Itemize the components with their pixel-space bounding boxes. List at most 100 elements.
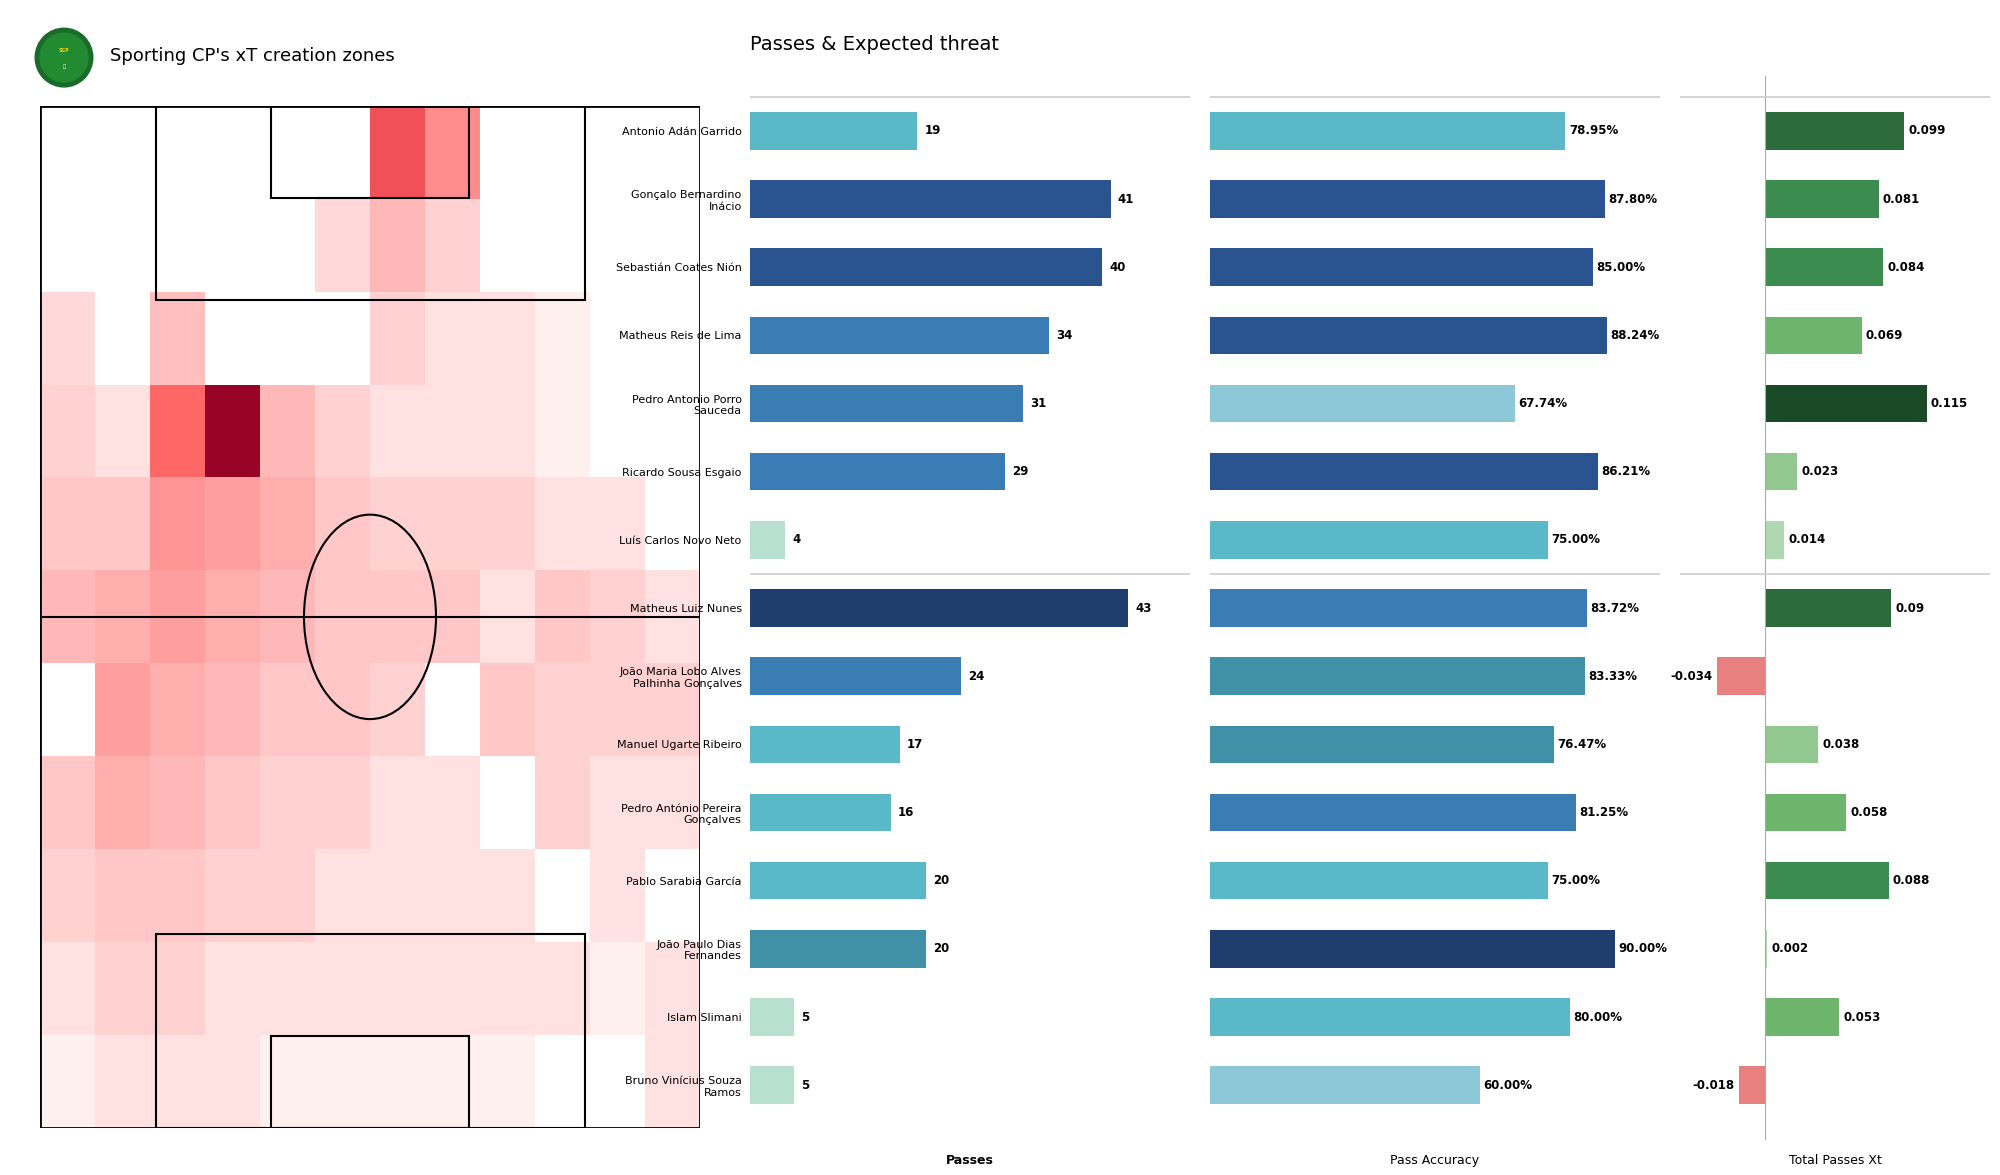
Text: 0.058: 0.058 bbox=[1850, 806, 1888, 819]
Bar bbox=[150, 570, 206, 664]
Bar bbox=[1210, 726, 1554, 763]
Bar bbox=[536, 664, 590, 757]
Bar bbox=[1764, 794, 1846, 831]
Bar bbox=[590, 664, 644, 757]
Text: 0.069: 0.069 bbox=[1866, 329, 1904, 342]
Bar bbox=[150, 850, 206, 942]
Bar bbox=[750, 999, 794, 1036]
Bar bbox=[424, 477, 480, 570]
Bar bbox=[1764, 385, 1926, 422]
Bar bbox=[150, 664, 206, 757]
Bar bbox=[424, 106, 480, 199]
Bar bbox=[536, 477, 590, 570]
Bar bbox=[150, 384, 206, 477]
Bar bbox=[590, 850, 644, 942]
Bar bbox=[96, 664, 150, 757]
Bar bbox=[316, 850, 370, 942]
Bar bbox=[370, 1035, 426, 1128]
Text: 20: 20 bbox=[934, 942, 950, 955]
Text: 67.74%: 67.74% bbox=[1518, 397, 1568, 410]
Bar bbox=[96, 1035, 150, 1128]
Bar bbox=[40, 942, 96, 1035]
Bar bbox=[156, 106, 584, 300]
Bar bbox=[1764, 590, 1892, 626]
Bar bbox=[750, 180, 1110, 217]
Bar bbox=[1210, 180, 1606, 217]
Text: 20: 20 bbox=[934, 874, 950, 887]
Bar bbox=[272, 1036, 468, 1128]
Bar bbox=[480, 291, 536, 384]
Bar bbox=[750, 248, 1102, 286]
Bar bbox=[206, 477, 260, 570]
Bar bbox=[316, 664, 370, 757]
Bar bbox=[1210, 999, 1570, 1036]
Bar bbox=[206, 942, 260, 1035]
Bar bbox=[206, 570, 260, 664]
Bar bbox=[1210, 385, 1514, 422]
Text: 41: 41 bbox=[1118, 193, 1134, 206]
Bar bbox=[370, 942, 426, 1035]
Bar bbox=[1716, 658, 1764, 694]
Bar bbox=[1764, 726, 1818, 763]
Bar bbox=[40, 291, 96, 384]
Text: 87.80%: 87.80% bbox=[1608, 193, 1658, 206]
Bar bbox=[750, 316, 1050, 354]
Bar bbox=[536, 291, 590, 384]
Bar bbox=[480, 942, 536, 1035]
Bar bbox=[96, 942, 150, 1035]
Bar bbox=[1764, 999, 1840, 1036]
Bar bbox=[96, 477, 150, 570]
Bar bbox=[1740, 1067, 1764, 1104]
Text: Passes: Passes bbox=[946, 1154, 994, 1168]
Bar bbox=[480, 384, 536, 477]
Text: 0.081: 0.081 bbox=[1882, 193, 1920, 206]
Bar bbox=[590, 942, 644, 1035]
Text: 81.25%: 81.25% bbox=[1580, 806, 1628, 819]
Text: 43: 43 bbox=[1136, 602, 1152, 615]
Text: 85.00%: 85.00% bbox=[1596, 261, 1646, 274]
Bar bbox=[40, 1035, 96, 1128]
Text: 0.088: 0.088 bbox=[1892, 874, 1930, 887]
Bar bbox=[272, 106, 468, 197]
Bar bbox=[536, 757, 590, 850]
Text: Total Passes Xt: Total Passes Xt bbox=[1788, 1154, 1882, 1168]
Bar bbox=[316, 1035, 370, 1128]
Bar bbox=[40, 757, 96, 850]
Text: 0.115: 0.115 bbox=[1930, 397, 1968, 410]
Bar bbox=[750, 454, 1006, 490]
Text: 0.002: 0.002 bbox=[1772, 942, 1808, 955]
Bar bbox=[1210, 454, 1598, 490]
Bar bbox=[150, 757, 206, 850]
Bar bbox=[424, 570, 480, 664]
Bar bbox=[370, 757, 426, 850]
Text: 0.099: 0.099 bbox=[1908, 125, 1946, 137]
Bar bbox=[590, 477, 644, 570]
Bar bbox=[206, 850, 260, 942]
Bar bbox=[150, 477, 206, 570]
Bar bbox=[206, 664, 260, 757]
Text: 29: 29 bbox=[1012, 465, 1028, 478]
Bar bbox=[260, 570, 316, 664]
Bar bbox=[536, 570, 590, 664]
Text: 17: 17 bbox=[906, 738, 922, 751]
Text: 83.72%: 83.72% bbox=[1590, 602, 1640, 615]
Bar bbox=[750, 794, 890, 831]
Bar bbox=[750, 590, 1128, 626]
Bar bbox=[1210, 658, 1584, 694]
Bar bbox=[750, 1067, 794, 1104]
Bar bbox=[646, 570, 700, 664]
Text: -0.018: -0.018 bbox=[1692, 1079, 1734, 1092]
Text: 75.00%: 75.00% bbox=[1552, 874, 1600, 887]
Bar bbox=[370, 106, 426, 199]
Bar bbox=[590, 570, 644, 664]
Bar bbox=[370, 291, 426, 384]
Text: 0.053: 0.053 bbox=[1844, 1010, 1880, 1023]
Bar bbox=[260, 664, 316, 757]
Bar bbox=[370, 570, 426, 664]
Text: 0.014: 0.014 bbox=[1788, 533, 1826, 546]
Bar bbox=[1764, 112, 1904, 149]
Bar bbox=[1764, 316, 1862, 354]
Bar bbox=[1210, 590, 1586, 626]
Bar bbox=[96, 757, 150, 850]
Bar bbox=[424, 1035, 480, 1128]
